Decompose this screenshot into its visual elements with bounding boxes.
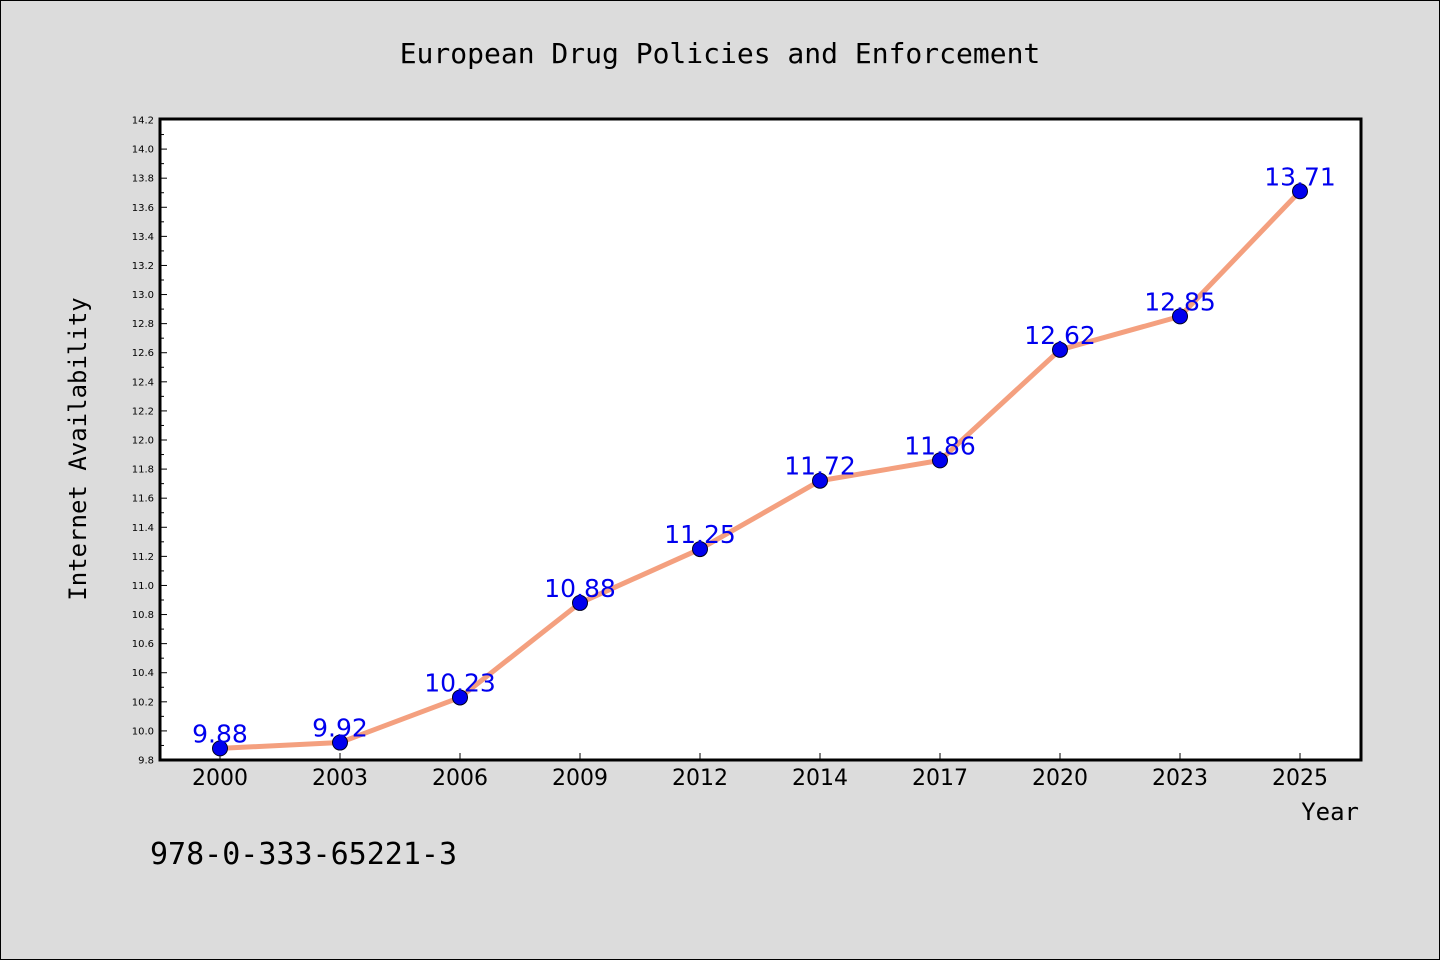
data-labels: 9.88 9.92 10.23 10.88 11.25 11.72 11.86 12.62 12…	[192, 162, 1336, 748]
x-tick-label: 2017	[912, 766, 968, 791]
x-tick-label: 2023	[1152, 766, 1208, 791]
series-line	[217, 188, 1303, 751]
data-label: 9.88	[192, 719, 248, 748]
data-label: 9.92	[312, 714, 368, 743]
data-point	[572, 594, 588, 611]
data-label: 11.72	[784, 452, 856, 481]
data-point	[212, 740, 228, 757]
y-tick-label: 9.8	[138, 756, 154, 767]
x-tick-label: 2012	[672, 766, 728, 791]
y-tick-label: 14.0	[132, 145, 154, 156]
data-point	[332, 734, 348, 751]
y-tick-label: 13.8	[132, 174, 154, 185]
x-axis-label: Year	[1301, 798, 1359, 826]
y-tick-label: 12.6	[132, 348, 154, 359]
plot-area	[158, 117, 1363, 762]
y-tick-label: 11.0	[132, 581, 154, 592]
y-tick-label: 11.6	[132, 494, 154, 505]
x-tick-label: 2006	[432, 766, 488, 791]
data-label: 12.85	[1144, 287, 1216, 316]
y-tick-label: 12.2	[132, 406, 154, 417]
y-tick-label: 10.8	[132, 610, 154, 621]
data-label: 10.23	[424, 668, 496, 697]
series-markers	[212, 183, 1308, 757]
data-point	[1292, 183, 1308, 200]
x-tick-label: 2009	[552, 766, 608, 791]
y-tick-label: 13.6	[132, 203, 154, 214]
y-tick-label: 10.4	[132, 668, 154, 679]
y-tick-label: 11.8	[132, 465, 154, 476]
data-label: 10.88	[544, 574, 616, 603]
data-label: 11.25	[664, 520, 736, 549]
data-label: 12.62	[1024, 321, 1096, 350]
y-tick-label: 12.8	[132, 319, 154, 330]
data-label: 13.71	[1264, 162, 1336, 191]
data-point	[932, 452, 948, 469]
data-point	[1052, 341, 1068, 358]
y-tick-label: 13.0	[132, 290, 154, 301]
data-label: 11.86	[904, 431, 976, 460]
y-tick-label: 13.4	[132, 232, 154, 243]
y-tick-label: 10.2	[132, 697, 154, 708]
data-point	[812, 472, 828, 489]
x-tick-label: 2000	[192, 766, 248, 791]
x-tick-label: 2020	[1032, 766, 1088, 791]
y-tick-label: 12.4	[132, 377, 154, 388]
data-point	[452, 689, 468, 706]
y-tick-label: 12.0	[132, 436, 154, 447]
y-tick-label: 11.2	[132, 552, 154, 563]
x-tick-label: 2003	[312, 766, 368, 791]
y-tick-label: 14.2	[132, 116, 154, 127]
x-tick-label: 2025	[1272, 766, 1328, 791]
data-point	[692, 541, 708, 558]
chart-title: European Drug Policies and Enforcement	[400, 37, 1041, 70]
footer-code: 978-0-333-65221-3	[150, 837, 457, 872]
y-axis-label: Internet Availability	[64, 297, 92, 600]
x-tick-label: 2014	[792, 766, 848, 791]
y-axis: 9.8 10.0 10.2 10.4 10.6 10.8 11.0 11.2 11.4 11.6 1…	[132, 116, 167, 767]
y-tick-label: 11.4	[132, 523, 154, 534]
data-point	[1172, 308, 1188, 325]
x-axis: 2000 2003 2006 2009 2012 2014 2017 2020 2023 2025	[192, 753, 1328, 791]
y-tick-label: 10.6	[132, 639, 154, 650]
y-tick-label: 13.2	[132, 261, 154, 272]
y-tick-label: 10.0	[132, 726, 154, 737]
